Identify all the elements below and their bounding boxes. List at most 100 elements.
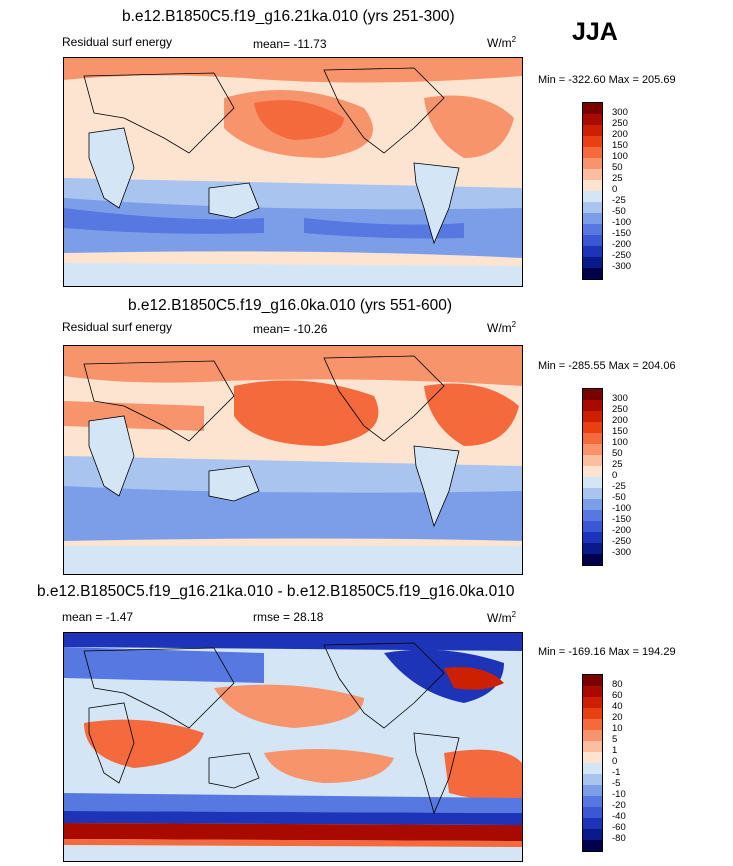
panel-3-swatch-8 <box>583 763 602 774</box>
panel-3-swatch-12 <box>583 807 602 818</box>
panel-2-units-base: W/m <box>487 321 512 335</box>
panel-2-swatch-6 <box>583 455 602 466</box>
panel-1-coast-namerica <box>323 67 445 154</box>
panel-1-swatch-5 <box>583 158 602 169</box>
panel-3-swatch-10 <box>583 785 602 796</box>
panel-3-rmse: rmse = 28.18 <box>253 610 324 624</box>
panel-1-tick: -50 <box>612 206 626 217</box>
panel-1-swatch-4 <box>583 147 602 158</box>
panel-1-natl-warm <box>424 95 514 158</box>
panel-3-tick: -1 <box>612 767 621 778</box>
panel-1-map-svg <box>64 58 522 286</box>
panel-3-coast-eurasia <box>83 647 235 729</box>
panel-2-minmax: Min = -285.55 Max = 204.06 <box>538 360 676 372</box>
panel-3-spac-warm <box>264 749 394 783</box>
panel-3-coast-samerica <box>413 732 460 815</box>
panel-2-coast-africa <box>88 415 135 497</box>
panel-2-units-exp: 2 <box>511 320 517 329</box>
panel-2-swatch-4 <box>583 433 602 444</box>
panel-2-mean: mean= -10.26 <box>253 322 328 336</box>
panel-2-title: b.e12.B1850C5.f19_g16.0ka.010 (yrs 551-6… <box>128 297 453 314</box>
panel-2-tick: 0 <box>612 470 618 481</box>
panel-1-colorbar-boxes <box>582 102 603 280</box>
panel-3-tick: 10 <box>612 723 623 734</box>
panel-1-swatch-3 <box>583 136 602 147</box>
panel-1-tick: -100 <box>612 217 632 228</box>
panel-2-swatch-12 <box>583 521 602 532</box>
panel-2-tick: -300 <box>612 547 632 558</box>
panel-3-coast-australia <box>208 752 260 789</box>
panel-2-tick: 150 <box>612 426 628 437</box>
panel-1-swatch-1 <box>583 114 602 125</box>
panel-3-swatch-9 <box>583 774 602 785</box>
panel-3-npac-warm <box>214 684 364 728</box>
panel-2-tick: 50 <box>612 448 623 459</box>
panel-3-natl-warm <box>444 667 504 690</box>
panel-1-swatch-8 <box>583 191 602 202</box>
panel-1-band-s3 <box>64 208 264 234</box>
panel-1-coast-australia <box>208 182 260 219</box>
panel-3-swatch-15 <box>583 840 602 851</box>
panel-3-tick: -20 <box>612 800 626 811</box>
panel-2-swatch-11 <box>583 510 602 521</box>
panel-1-tick: 250 <box>612 118 628 129</box>
panel-3-swatch-6 <box>583 741 602 752</box>
panel-2-swatch-3 <box>583 422 602 433</box>
panel-2-tick: 100 <box>612 437 628 448</box>
season-label: JJA <box>572 18 618 46</box>
panel-2-tick: -50 <box>612 492 626 503</box>
panel-3-antarctica <box>64 847 522 861</box>
panel-2-swatch-2 <box>583 411 602 422</box>
panel-1-tick: -250 <box>612 250 632 261</box>
panel-1-tick: 25 <box>612 173 623 184</box>
panel-2-colorbar-boxes <box>582 388 603 566</box>
panel-2-tick: -100 <box>612 503 632 514</box>
panel-3-tick: -10 <box>612 789 626 800</box>
panel-2-coast-eurasia <box>83 360 235 442</box>
panel-1-coast-africa <box>88 127 135 209</box>
panel-2-tick: -25 <box>612 481 626 492</box>
panel-1-swatch-0 <box>583 103 602 114</box>
panel-1-units: W/m2 <box>487 35 516 50</box>
panel-2-tick: -150 <box>612 514 632 525</box>
panel-2-swatch-1 <box>583 400 602 411</box>
panel-2-swatch-15 <box>583 554 602 565</box>
panel-1-coast-eurasia <box>83 72 235 154</box>
panel-2-tick: 25 <box>612 459 623 470</box>
panel-2-tick: 200 <box>612 415 628 426</box>
panel-1-swatch-15 <box>583 268 602 279</box>
panel-2-map <box>63 345 523 575</box>
panel-3-tick: -5 <box>612 778 621 789</box>
panel-2-units: W/m2 <box>487 320 516 335</box>
panel-3-swatch-13 <box>583 818 602 829</box>
panel-3-band-s3 <box>64 823 522 841</box>
panel-1-tick: 100 <box>612 151 628 162</box>
panel-3-satl-warm <box>444 749 522 800</box>
panel-2-antarctica <box>64 546 522 574</box>
panel-3-swatch-5 <box>583 730 602 741</box>
panel-2-coast-australia <box>208 465 260 502</box>
panel-1-map <box>63 57 523 287</box>
panel-2-swatch-13 <box>583 532 602 543</box>
panel-1-tick: 200 <box>612 129 628 140</box>
panel-1-tick: 50 <box>612 162 623 173</box>
panel-3-tick: 60 <box>612 690 623 701</box>
panel-1-units-base: W/m <box>487 36 512 50</box>
panel-3-swatch-1 <box>583 686 602 697</box>
panel-2-npac-warm <box>234 380 379 446</box>
panel-1-mean: mean= -11.73 <box>253 37 327 51</box>
panel-3-units: W/m2 <box>487 610 516 625</box>
panel-1-band-north <box>64 58 522 83</box>
panel-3-tick: -40 <box>612 811 626 822</box>
panel-2-tick: 300 <box>612 393 628 404</box>
panel-2-swatch-9 <box>583 488 602 499</box>
panel-3-tick: -60 <box>612 822 626 833</box>
panel-1-tick: -150 <box>612 228 632 239</box>
panel-2-coast-namerica <box>323 355 445 442</box>
panel-1-units-exp: 2 <box>511 35 517 44</box>
panel-1-band-s4 <box>304 218 464 239</box>
panel-1-band-s2 <box>64 198 522 258</box>
panel-3-tick: 80 <box>612 679 623 690</box>
panel-2-map-svg <box>64 346 522 574</box>
panel-2-swatch-7 <box>583 466 602 477</box>
